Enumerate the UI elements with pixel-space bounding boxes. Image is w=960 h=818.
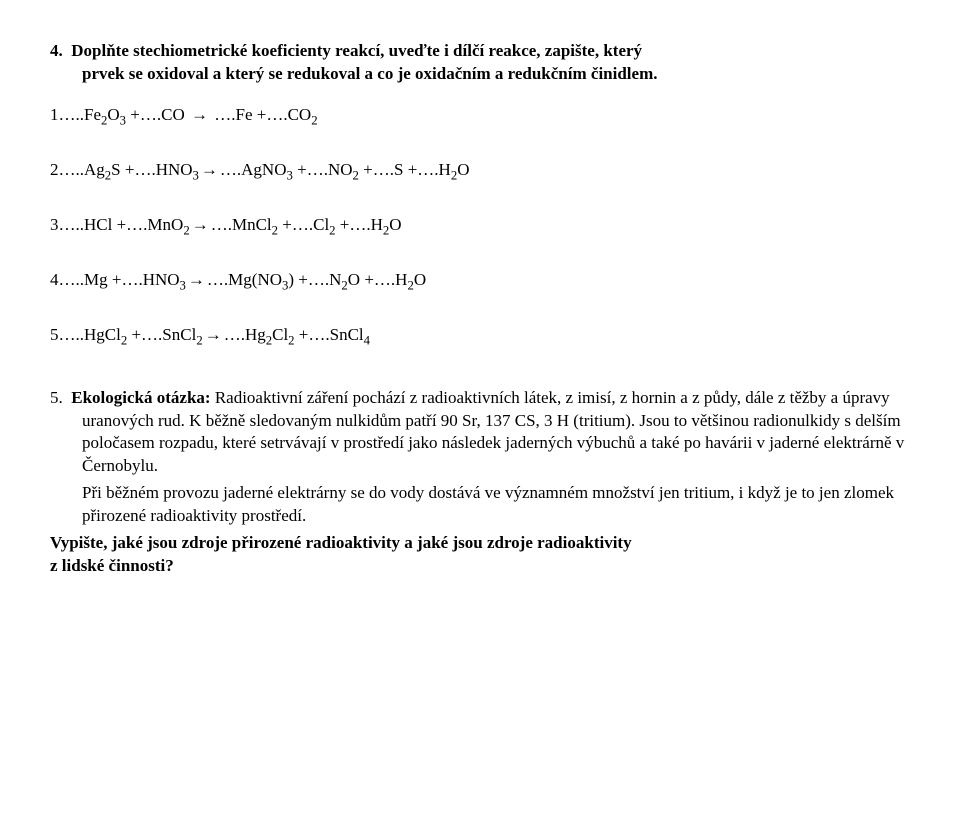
arrow-icon: → <box>203 324 224 347</box>
equation-5: 5…..HgCl2 +….SnCl2 → ….Hg2Cl2 +….SnCl4 <box>50 324 910 347</box>
q5-prompt: Vypište, jaké jsou zdroje přirozené radi… <box>50 532 910 578</box>
equation-3: 3…..HCl +….MnO2 → ….MnCl2 +….Cl2 +….H2O <box>50 214 910 237</box>
arrow-icon: → <box>189 104 210 127</box>
q4-number: 4. <box>50 41 63 60</box>
q5-lead: Ekologická otázka: <box>71 388 210 407</box>
question-4-heading: 4. Doplňte stechiometrické koeficienty r… <box>50 40 910 86</box>
eq2-num: 2….. <box>50 160 84 179</box>
eq4-num: 4….. <box>50 270 84 289</box>
question-5-body: 5. Ekologická otázka: Radioaktivní zářen… <box>50 387 910 479</box>
q4-line1: Doplňte stechiometrické koeficienty reak… <box>71 41 642 60</box>
arrow-icon: → <box>199 159 220 182</box>
arrow-icon: → <box>186 269 207 292</box>
eq3-num: 3….. <box>50 215 84 234</box>
eq1-num: 1….. <box>50 105 84 124</box>
equation-1: 1…..Fe2O3 +….CO → ….Fe +….CO2 <box>50 104 910 127</box>
equation-2: 2…..Ag2S +….HNO3 → ….AgNO3 +….NO2 +….S +… <box>50 159 910 182</box>
q5-body2: Při běžném provozu jaderné elektrárny se… <box>50 482 910 528</box>
q5-number: 5. <box>50 388 63 407</box>
arrow-icon: → <box>190 214 211 237</box>
eq5-num: 5….. <box>50 325 84 344</box>
equation-4: 4…..Mg +….HNO3 → ….Mg(NO3) +….N2O +….H2O <box>50 269 910 292</box>
q4-line2: prvek se oxidoval a který se redukoval a… <box>50 63 910 86</box>
